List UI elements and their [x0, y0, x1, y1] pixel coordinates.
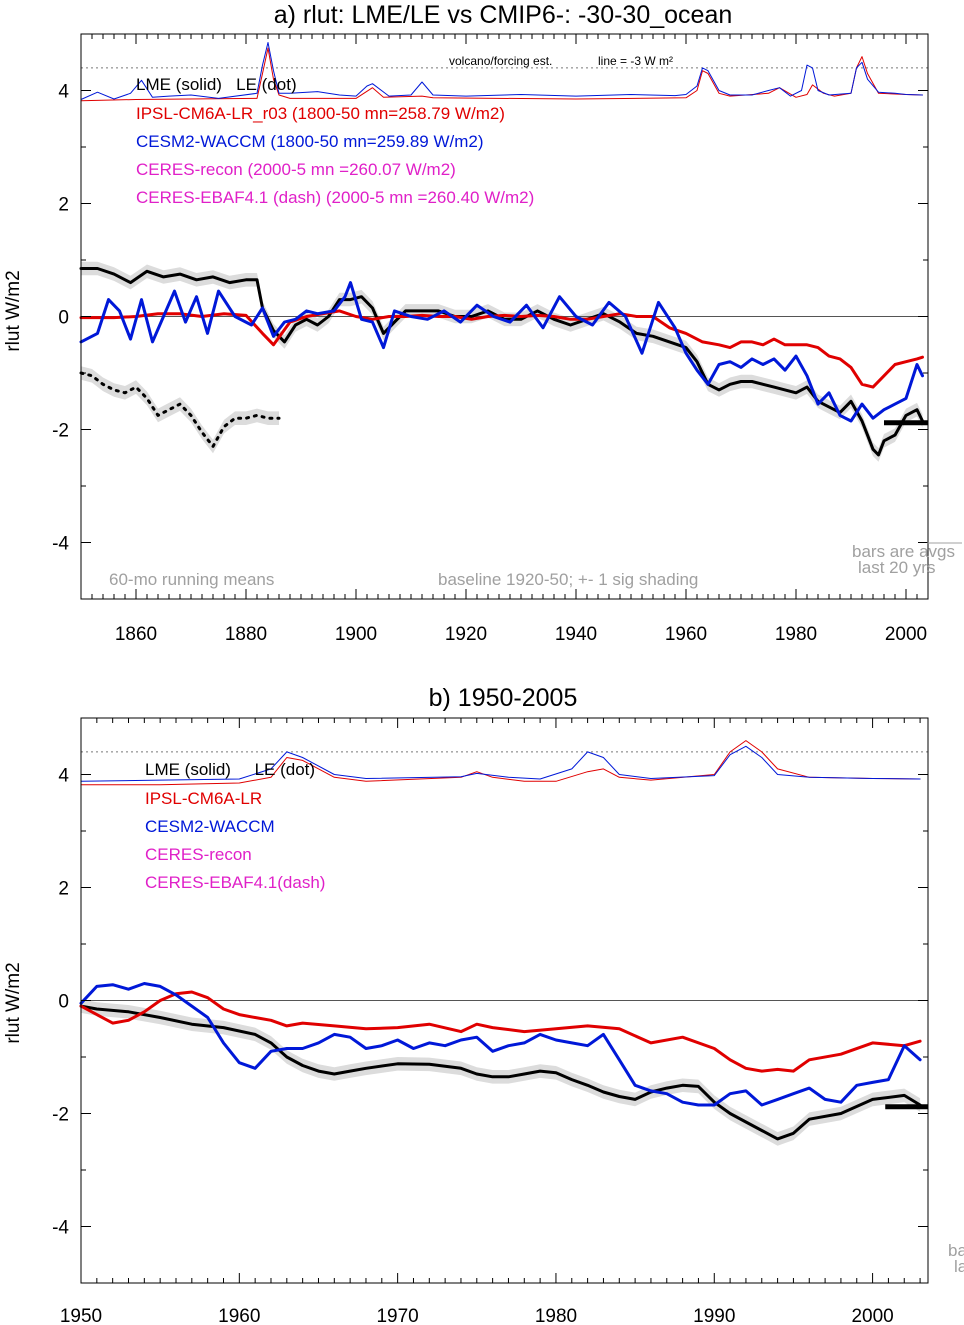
series-line-ipsl-cm6a-lr-volcano: [80, 740, 921, 786]
plot-area: -4 -2 0 2 4 1860 1880 1900 1920 1940 1960 1980 2000: [52, 33, 929, 645]
series-line-cesm2-waccm-volcano: [80, 42, 923, 100]
panel-a-volcano-note: volcano/forcing est.: [449, 54, 552, 68]
x-tick-label: 1880: [225, 624, 267, 645]
x-tick-label: 1900: [335, 624, 377, 645]
panel-b-legend-ceres-recon: CERES-recon: [145, 845, 252, 864]
y-tick-label: 0: [58, 308, 69, 329]
series-line-lme: [79, 267, 924, 457]
series-line-cesm2-waccm-volcano: [80, 745, 921, 782]
panel-b-title: b) 1950-2005: [429, 684, 578, 712]
panel-a-title: a) rlut: LME/LE vs CMIP6-: -30-30_ocean: [274, 1, 733, 29]
x-tick-label: 2000: [885, 624, 927, 645]
series-line-lme: [79, 1004, 922, 1141]
y-tick-label: -2: [52, 1105, 69, 1126]
panel-b-legend-header: LME (solid) LE (dot): [145, 760, 315, 779]
x-tick-label: 1970: [376, 1306, 418, 1325]
x-tick-label: 2000: [851, 1306, 893, 1325]
panel-a-baseline-note: baseline 1920-50; +- 1 sig shading: [438, 570, 698, 589]
x-tick-label: 1960: [665, 624, 707, 645]
panel-a: -4 -2 0 2 4 1860 1880 1900 1920 1940 1960 1980 2000 a…: [3, 1, 962, 645]
panel-a-running-means-note: 60-mo running means: [109, 570, 274, 589]
panel-b-ylabel: rlut W/m2: [3, 962, 24, 1043]
y-tick-label: 4: [58, 82, 69, 103]
panel-b-legend-cesm: CESM2-WACCM: [145, 817, 275, 836]
x-tick-label: 1980: [535, 1306, 577, 1325]
panel-b-legend-ceres-ebaf: CERES-EBAF4.1(dash): [145, 873, 325, 892]
x-tick-label: 1980: [775, 624, 817, 645]
panel-a-bars-note-2: last 20 yrs: [858, 558, 935, 577]
y-tick-label: -4: [52, 1218, 69, 1239]
series-line-cesm2-waccm: [79, 982, 922, 1107]
y-tick-label: 4: [58, 766, 69, 787]
x-tick-label: 1950: [60, 1306, 102, 1325]
panel-b: -4 -2 0 2 4 1950 1960 1970 1980 1990 2000 b) 1950-2…: [3, 684, 964, 1325]
y-tick-label: 0: [58, 992, 69, 1013]
y-tick-label: -4: [52, 534, 69, 555]
sigma-shading: [81, 366, 279, 454]
y-tick-label: -2: [52, 421, 69, 442]
panel-b-bars-note-2: la: [954, 1257, 964, 1276]
panel-a-ylabel: rlut W/m2: [3, 270, 24, 351]
y-tick-label: 2: [58, 879, 69, 900]
sigma-shading: [81, 999, 921, 1146]
panel-b-legend-ipsl: IPSL-CM6A-LR: [145, 789, 262, 808]
x-tick-label: 1960: [218, 1306, 260, 1325]
panel-b-bars-note-1: ba: [948, 1241, 964, 1260]
x-tick-label: 1990: [693, 1306, 735, 1325]
x-tick-label: 1940: [555, 624, 597, 645]
panel-a-legend-header: LME (solid) LE (dot): [136, 75, 297, 94]
plot-area: -4 -2 0 2 4 1950 1960 1970 1980 1990 2000: [52, 717, 929, 1325]
series-line-cesm2-waccm: [79, 281, 924, 423]
sigma-shading: [81, 261, 923, 462]
series-line-ipsl-cm6a-lr: [79, 990, 922, 1073]
x-tick-label: 1920: [445, 624, 487, 645]
series-line-le: [79, 371, 281, 448]
panel-a-legend-ceres-recon: CERES-recon (2000-5 mn =260.07 W/m2): [136, 160, 456, 179]
panel-a-line-note: line = -3 W m²: [598, 54, 673, 68]
panel-a-legend-ipsl: IPSL-CM6A-LR_r03 (1800-50 mn=258.79 W/m2…: [136, 104, 505, 123]
panel-a-legend-cesm: CESM2-WACCM (1800-50 mn=259.89 W/m2): [136, 132, 484, 151]
x-tick-label: 1860: [115, 624, 157, 645]
panel-a-legend-ceres-ebaf: CERES-EBAF4.1 (dash) (2000-5 mn =260.40 …: [136, 188, 534, 207]
panel-a-bars-note-1: bars are avgs: [852, 542, 955, 561]
y-tick-label: 2: [58, 195, 69, 216]
